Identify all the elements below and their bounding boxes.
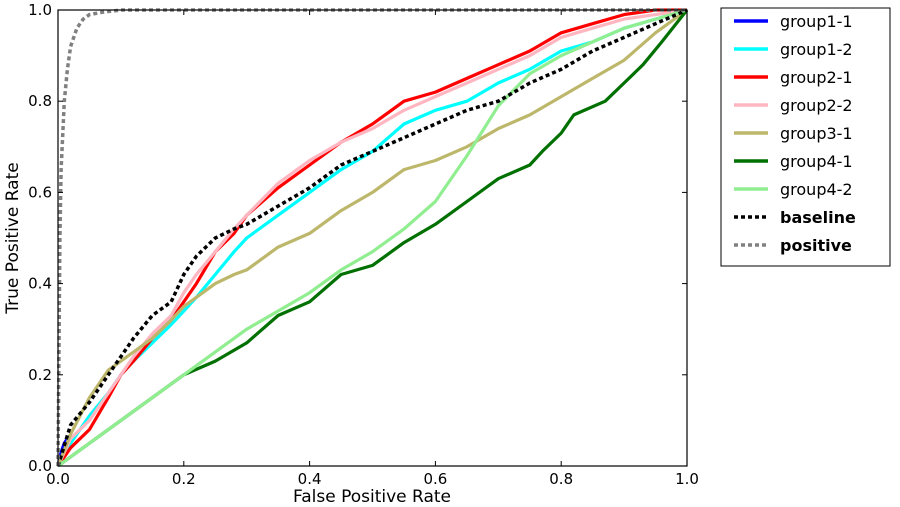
x-tick-label: 0.6 xyxy=(423,470,447,488)
x-tick-label: 0.4 xyxy=(298,470,322,488)
legend-label-group3-1: group3-1 xyxy=(780,124,853,143)
y-tick-label: 0.6 xyxy=(28,183,52,201)
series-line-group4-2 xyxy=(57,8,688,468)
y-axis-title: True Positive Rate xyxy=(3,162,23,314)
plot-lines xyxy=(56,8,689,468)
legend-label-group1-1: group1-1 xyxy=(780,12,853,31)
legend-label-positive: positive xyxy=(780,236,852,255)
legend-label-group1-2: group1-2 xyxy=(780,40,853,59)
legend-label-group4-2: group4-2 xyxy=(780,180,853,199)
axis-ticks: 0.0 0.2 0.4 0.6 0.8 1.0 0.0 0.2 0.4 0.6 0.8 1.0 xyxy=(28,1,699,488)
plot-frame xyxy=(57,9,688,467)
y-tick-label: 1.0 xyxy=(28,1,52,19)
legend-box xyxy=(720,7,891,267)
legend-label-group2-2: group2-2 xyxy=(780,96,853,115)
legend-label-baseline: baseline xyxy=(780,208,856,227)
series-line-group2-2 xyxy=(56,8,688,467)
legend-label-group2-1: group2-1 xyxy=(780,68,853,87)
y-tick-label: 0.0 xyxy=(28,457,52,475)
y-tick-label: 0.8 xyxy=(28,92,52,110)
x-tick-label: 0.2 xyxy=(172,470,196,488)
series-line-group4-1 xyxy=(57,9,689,468)
x-tick-label: 0.0 xyxy=(46,470,70,488)
y-tick-label: 0.4 xyxy=(28,275,52,293)
series-line-positive xyxy=(56,8,687,467)
series-line-baseline xyxy=(56,8,688,467)
x-axis-title: False Positive Rate xyxy=(293,487,451,507)
y-tick-label: 0.2 xyxy=(28,366,52,384)
legend: group1-1 group1-2 group2-1 group2-2 group3-1… xyxy=(720,7,891,267)
series-line-group3-1 xyxy=(56,8,688,467)
x-tick-label: 0.8 xyxy=(549,470,573,488)
x-tick-label: 1.0 xyxy=(675,470,699,488)
legend-label-group4-1: group4-1 xyxy=(780,152,853,171)
